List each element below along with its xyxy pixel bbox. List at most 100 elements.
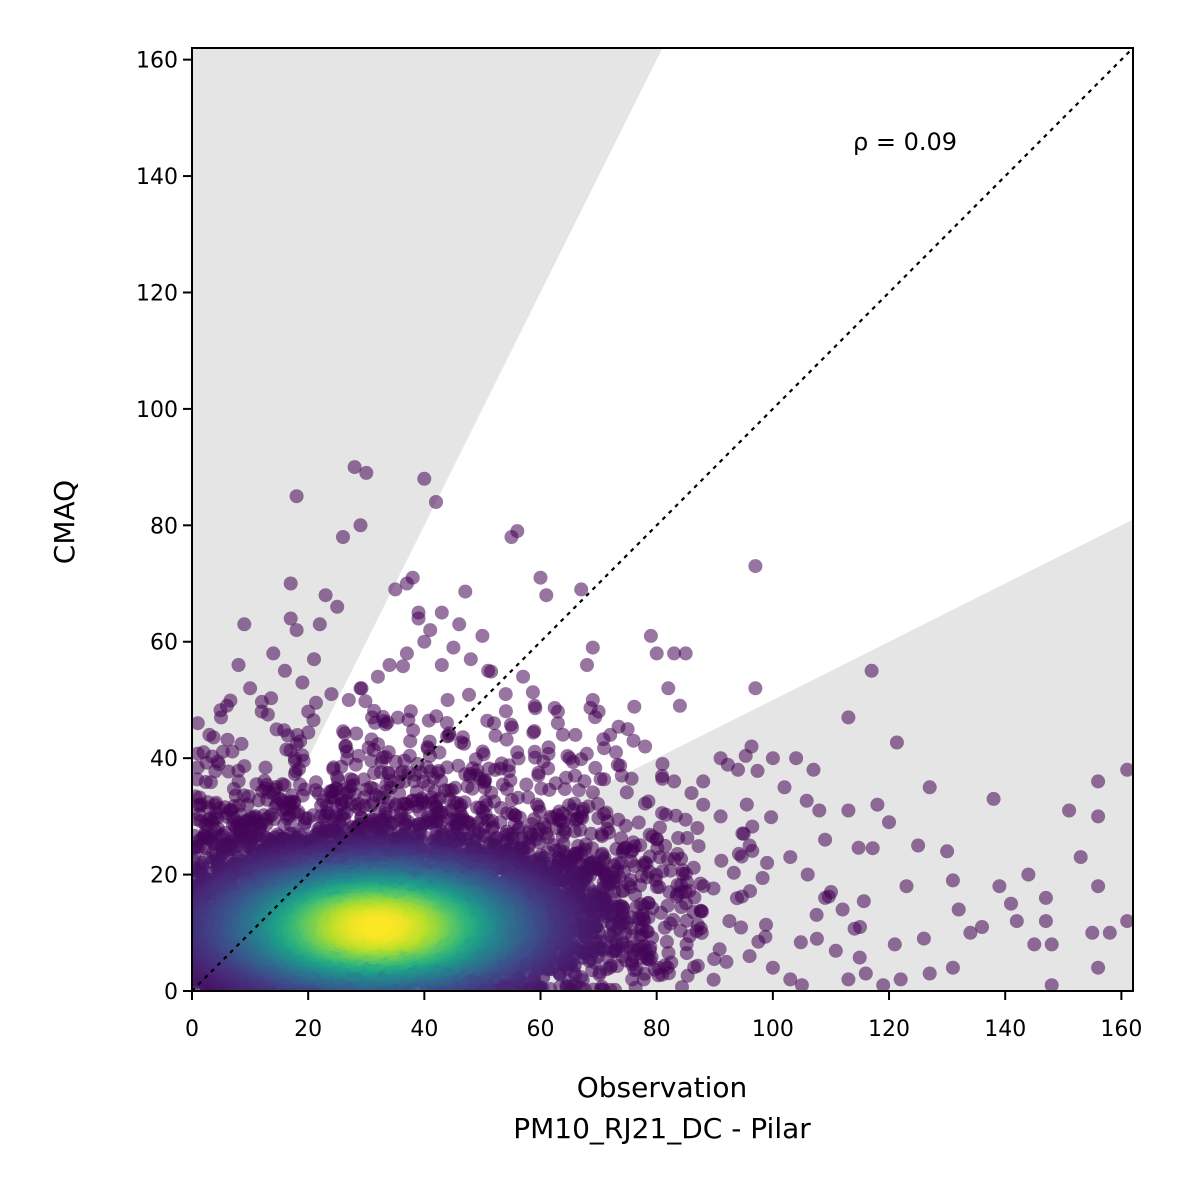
scatter-point bbox=[399, 646, 414, 661]
scatter-point bbox=[225, 744, 240, 759]
scatter-point bbox=[347, 460, 362, 475]
scatter-point bbox=[765, 751, 780, 766]
scatter-point bbox=[789, 751, 804, 766]
scatter-point bbox=[353, 518, 368, 533]
scatter-point bbox=[192, 716, 205, 731]
scatter-point bbox=[510, 524, 525, 539]
scatter-point bbox=[516, 669, 531, 684]
scatter-point bbox=[638, 796, 652, 811]
scatter-point bbox=[714, 853, 729, 868]
scatter-point bbox=[628, 887, 643, 902]
scatter-point bbox=[192, 760, 205, 775]
scatter-point bbox=[858, 966, 873, 981]
scatter-point bbox=[405, 570, 420, 585]
scatter-point bbox=[609, 841, 624, 856]
scatter-point bbox=[337, 726, 352, 741]
scatter-point bbox=[945, 873, 960, 888]
scatter-point bbox=[835, 902, 850, 917]
scatter-point bbox=[547, 701, 562, 715]
scatter-point bbox=[1009, 914, 1024, 929]
scatter-point bbox=[667, 774, 682, 789]
scatter-point bbox=[388, 582, 403, 597]
scatter-point bbox=[865, 841, 880, 856]
scatter-point bbox=[406, 723, 421, 738]
scatter-point bbox=[457, 736, 471, 751]
scatter-point bbox=[396, 659, 410, 674]
scatter-point bbox=[504, 793, 519, 807]
scatter-point bbox=[243, 681, 258, 696]
scatter-point bbox=[678, 646, 693, 661]
data-points bbox=[192, 460, 1133, 991]
scatter-point bbox=[463, 652, 478, 667]
scatter-point bbox=[1027, 937, 1042, 952]
scatter-point bbox=[777, 780, 792, 795]
scatter-point bbox=[799, 793, 814, 808]
scatter-point bbox=[192, 746, 205, 761]
scatter-point bbox=[649, 646, 664, 661]
scatter-point bbox=[480, 713, 495, 728]
scatter-point bbox=[613, 758, 628, 773]
scatter-point bbox=[889, 735, 904, 750]
scatter-point bbox=[726, 865, 741, 880]
scatter-point bbox=[841, 972, 856, 987]
scatter-point bbox=[309, 695, 323, 710]
plot-area bbox=[192, 48, 1133, 991]
scatter-point bbox=[417, 634, 432, 649]
scatter-point bbox=[1038, 914, 1053, 929]
scatter-point bbox=[719, 954, 734, 969]
scatter-point bbox=[751, 934, 766, 949]
scatter-point bbox=[812, 803, 827, 818]
scatter-point bbox=[1091, 774, 1106, 789]
scatter-point bbox=[550, 716, 565, 731]
scatter-point bbox=[679, 913, 694, 928]
scatter-point bbox=[260, 707, 275, 722]
scatter-point bbox=[720, 757, 735, 772]
scatter-point bbox=[423, 623, 438, 638]
scatter-point bbox=[231, 658, 246, 672]
scatter-point bbox=[945, 960, 960, 975]
scatter-point bbox=[856, 894, 871, 909]
scatter-point bbox=[231, 763, 246, 778]
scatter-point bbox=[750, 763, 765, 778]
scatter-point bbox=[306, 713, 321, 728]
scatter-point bbox=[1044, 937, 1059, 952]
scatter-point bbox=[882, 815, 896, 830]
scatter-point bbox=[584, 826, 599, 841]
scatter-point bbox=[359, 465, 374, 480]
scatter-point bbox=[852, 950, 867, 965]
scatter-point bbox=[730, 891, 744, 906]
scatter-point bbox=[626, 733, 641, 748]
scatter-point bbox=[800, 867, 815, 882]
scatter-point bbox=[847, 921, 862, 936]
scatter-point bbox=[611, 719, 626, 734]
scatter-point bbox=[528, 701, 543, 716]
scatter-point bbox=[213, 703, 228, 718]
scatter-point bbox=[446, 640, 461, 655]
scatter-point bbox=[240, 797, 255, 812]
scatter-point bbox=[349, 726, 364, 741]
scatter-point bbox=[588, 710, 603, 725]
scatter-point bbox=[668, 808, 683, 823]
scatter-point bbox=[870, 797, 885, 812]
scatter-point bbox=[851, 840, 866, 855]
scatter-point bbox=[434, 605, 449, 620]
scatter-point bbox=[655, 771, 670, 786]
scatter-point bbox=[440, 693, 455, 707]
scatter-point bbox=[237, 617, 252, 632]
scatter-point bbox=[696, 797, 711, 812]
scatter-point bbox=[609, 745, 623, 760]
scatter-point bbox=[421, 713, 436, 728]
scatter-point bbox=[745, 843, 760, 858]
scatter-point bbox=[1044, 978, 1059, 991]
scatter-point bbox=[841, 710, 856, 725]
scatter-point bbox=[341, 693, 356, 707]
scatter-point bbox=[755, 871, 770, 885]
scatter-point bbox=[759, 917, 773, 932]
scatter-point bbox=[922, 966, 937, 981]
scatter-point bbox=[631, 815, 646, 830]
scatter-point bbox=[674, 900, 689, 914]
scatter-point bbox=[266, 646, 281, 661]
scatter-point bbox=[354, 681, 369, 696]
scatter-point bbox=[821, 889, 836, 904]
scatter-point bbox=[465, 781, 480, 796]
